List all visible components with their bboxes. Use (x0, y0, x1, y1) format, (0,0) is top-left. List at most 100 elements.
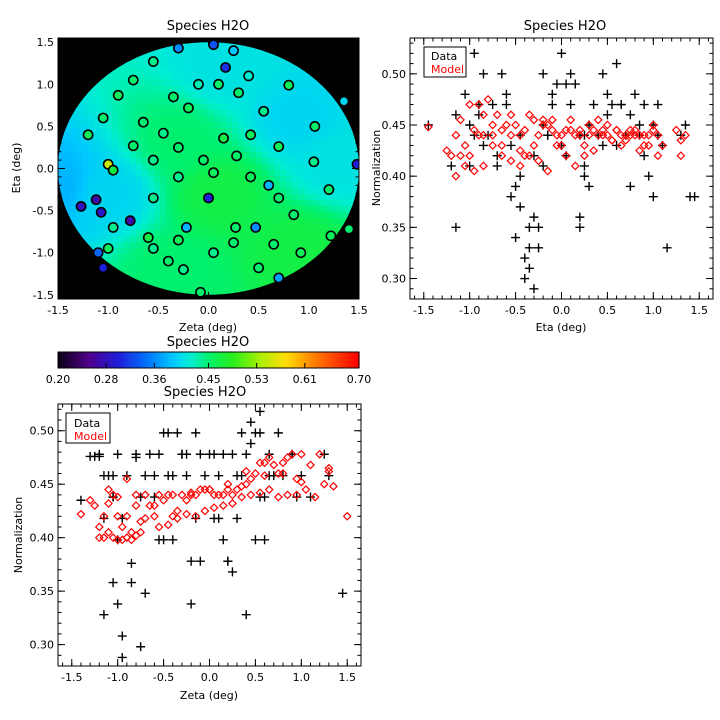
map-data-point (325, 230, 337, 242)
field-cell (274, 254, 281, 261)
field-cell (178, 242, 185, 249)
field-cell (208, 206, 215, 213)
field-cell (82, 212, 89, 219)
field-cell (346, 152, 353, 159)
field-cell (196, 200, 203, 207)
field-cell (82, 158, 89, 165)
field-cell (88, 236, 95, 243)
field-cell (256, 116, 263, 123)
field-cell (322, 134, 329, 141)
field-cell (292, 110, 299, 117)
field-cell (160, 86, 167, 93)
field-cell (268, 158, 275, 165)
field-cell (256, 242, 263, 249)
field-cell (208, 200, 215, 207)
x-tick-label: 1.0 (645, 304, 663, 317)
field-cell (226, 224, 233, 231)
field-cell (154, 110, 161, 117)
field-cell (250, 140, 257, 147)
field-cell (64, 152, 71, 159)
data-point-plus (108, 492, 118, 502)
x-tick-label: 0.5 (599, 304, 617, 317)
field-cell (106, 188, 113, 195)
field-cell (172, 200, 179, 207)
model-point-diamond (621, 135, 631, 145)
field-cell (172, 74, 179, 81)
colorbar-cell (98, 352, 101, 368)
field-cell (196, 62, 203, 69)
data-point-plus (136, 642, 146, 652)
field-cell (94, 104, 101, 111)
field-cell (178, 182, 185, 189)
data-point-plus (232, 513, 242, 523)
model-point-diamond (520, 125, 530, 135)
x-tick-label: -1.5 (61, 671, 82, 684)
field-cell (64, 206, 71, 213)
field-cell (274, 134, 281, 141)
field-cell (226, 56, 233, 63)
data-point-plus (186, 599, 196, 609)
data-point-plus (218, 535, 228, 545)
model-point-diamond (639, 130, 649, 140)
field-cell (160, 158, 167, 165)
field-cell (178, 218, 185, 225)
colorbar-cell (308, 352, 312, 368)
field-cell (214, 92, 221, 99)
field-cell (220, 230, 227, 237)
field-cell (130, 92, 137, 99)
field-cell (64, 140, 71, 147)
colorbar-cell (78, 352, 81, 368)
model-point-diamond (497, 125, 507, 135)
field-cell (316, 152, 323, 159)
field-cell (256, 200, 263, 207)
data-point-plus (506, 192, 516, 202)
map-data-point (142, 232, 154, 243)
field-cell (190, 260, 197, 267)
field-cell (160, 68, 167, 75)
field-cell (154, 218, 161, 225)
field-cell (172, 260, 179, 267)
field-cell (178, 164, 185, 171)
colorbar-cell (124, 352, 127, 368)
data-point-plus (529, 284, 539, 294)
field-cell (94, 188, 101, 195)
colorbar-cell (264, 352, 268, 368)
field-cell (232, 194, 239, 201)
zeta-plot-legend: Data Model (65, 412, 111, 444)
eta-plot-y-label: Normalization (370, 130, 383, 206)
field-cell (202, 134, 209, 141)
colorbar-cell (202, 352, 206, 368)
field-cell (142, 110, 149, 117)
data-point-plus (639, 100, 649, 110)
field-cell (184, 116, 191, 123)
colorbar-cell (272, 352, 276, 368)
colorbar-cell (330, 352, 334, 368)
field-cell (214, 266, 221, 273)
field-cell (280, 56, 287, 63)
field-cell (190, 200, 197, 207)
field-cell (160, 110, 167, 117)
field-cell (352, 146, 359, 153)
field-cell (106, 176, 113, 183)
field-cell (130, 206, 137, 213)
field-cell (82, 176, 89, 183)
zeta-plot-frame (57, 403, 362, 667)
field-cell (196, 110, 203, 117)
field-cell (124, 176, 131, 183)
field-cell (346, 194, 353, 201)
colorbar-cell (278, 352, 282, 368)
field-cell (100, 122, 107, 129)
colorbar-cell (338, 352, 342, 368)
colorbar-cell (214, 352, 218, 368)
field-cell (124, 104, 131, 111)
field-cell (160, 80, 167, 87)
field-cell (280, 224, 287, 231)
field-cell (202, 254, 209, 261)
field-cell (262, 218, 269, 225)
field-cell (184, 122, 191, 129)
map-data-point (228, 237, 239, 248)
field-cell (70, 116, 77, 123)
field-cell (316, 98, 323, 105)
field-cell (124, 170, 131, 177)
field-cell (136, 74, 143, 81)
